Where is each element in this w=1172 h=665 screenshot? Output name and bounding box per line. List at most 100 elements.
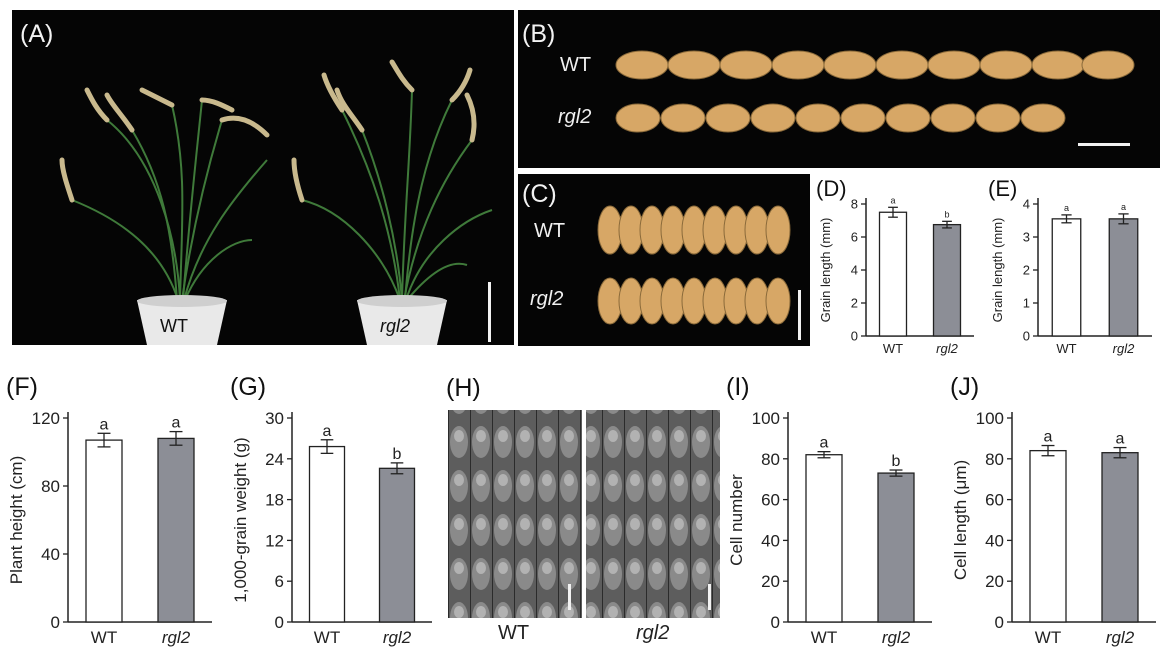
panel-b-row-rgl2: rgl2 xyxy=(558,106,592,128)
significance-letter: a xyxy=(1121,202,1126,212)
y-tick-label: 80 xyxy=(41,477,60,496)
y-tick-label: 24 xyxy=(265,450,284,469)
y-tick-label: 30 xyxy=(265,409,284,428)
y-tick-label: 12 xyxy=(265,531,284,550)
x-tick-label: WT xyxy=(314,628,340,647)
panel-c-grain-photo: (C) WT rgl2 xyxy=(518,174,810,346)
chart-panel-d: (D) 0 2 4 6 8 Grain length (mm) a WT b rgl2 xyxy=(814,174,982,364)
significance-letter: a xyxy=(323,423,332,440)
y-tick-label: 6 xyxy=(851,230,858,245)
chart-panel-f: (F) 0 40 80 120 Plant height (cm) a WT a rgl2 xyxy=(4,370,222,660)
x-tick-label: rgl2 xyxy=(383,628,412,647)
chart-panel-label: (F) xyxy=(6,373,38,401)
y-tick-label: 100 xyxy=(976,409,1004,428)
sem-image-rgl2 xyxy=(586,410,720,618)
y-tick-label: 0 xyxy=(995,613,1004,632)
y-axis-label: Plant height (cm) xyxy=(7,456,26,585)
panel-c-row-rgl2: rgl2 xyxy=(530,288,564,310)
significance-letter: a xyxy=(172,415,181,432)
bar-wt xyxy=(308,445,346,623)
chart-svg-d: (D) 0 2 4 6 8 Grain length (mm) a WT b rgl2 xyxy=(816,176,974,356)
panel-b-label: (B) xyxy=(522,20,556,48)
y-tick-label: 80 xyxy=(761,450,780,469)
y-tick-label: 2 xyxy=(851,296,858,311)
chart-panel-label: (E) xyxy=(988,176,1017,201)
bar-rgl2 xyxy=(932,223,962,337)
bar-wt xyxy=(1051,218,1082,337)
y-tick-label: 40 xyxy=(41,545,60,564)
y-tick-label: 0 xyxy=(851,329,858,344)
grain-row-illustration xyxy=(615,50,1135,146)
y-tick-label: 2 xyxy=(1023,263,1030,278)
chart-panel-label: (G) xyxy=(230,373,266,401)
panel-h: (H) WT rgl2 xyxy=(446,374,722,656)
x-tick-label: WT xyxy=(1035,628,1061,647)
panel-h-label: (H) xyxy=(446,374,481,402)
panel-c-label: (C) xyxy=(522,180,557,208)
panel-a-label: (A) xyxy=(20,20,54,48)
chart-panel-e: (E) 0 1 2 3 4 Grain length (mm) a WT a rgl2 xyxy=(986,174,1160,364)
plant-photo-illustration xyxy=(59,59,493,345)
significance-letter: a xyxy=(1044,429,1053,446)
sem-images xyxy=(448,410,720,618)
significance-letter: a xyxy=(820,435,829,452)
y-axis-label: Cell number xyxy=(727,474,746,566)
bar-rgl2 xyxy=(1101,452,1139,623)
y-tick-label: 80 xyxy=(985,450,1004,469)
y-tick-label: 60 xyxy=(985,491,1004,510)
y-axis-label: Grain length (mm) xyxy=(990,218,1005,323)
significance-letter: a xyxy=(890,195,895,205)
bar-rgl2 xyxy=(877,472,915,623)
chart-panel-j: (J) 0 20 40 60 80 100 Cell length (μm) a WT a rgl2 xyxy=(948,370,1166,660)
significance-letter: b xyxy=(944,209,949,219)
x-tick-label: WT xyxy=(1056,341,1076,356)
y-tick-label: 60 xyxy=(761,491,780,510)
chart-svg-e: (E) 0 1 2 3 4 Grain length (mm) a WT a rgl2 xyxy=(988,176,1152,356)
x-tick-label: rgl2 xyxy=(882,628,911,647)
chart-svg-i: (I) 0 20 40 60 80 100 Cell number a WT b rgl2 xyxy=(726,373,932,647)
bar-rgl2 xyxy=(1108,218,1139,337)
significance-letter: a xyxy=(100,416,109,433)
chart-panel-label: (I) xyxy=(726,373,750,401)
y-axis-label: Cell length (μm) xyxy=(951,460,970,580)
y-tick-label: 4 xyxy=(1023,197,1030,212)
panel-c-row-wt: WT xyxy=(534,220,566,242)
y-tick-label: 18 xyxy=(265,491,284,510)
y-axis-label: Grain length (mm) xyxy=(818,218,833,323)
x-tick-label: rgl2 xyxy=(1113,341,1135,356)
y-tick-label: 8 xyxy=(851,197,858,212)
chart-panel-i: (I) 0 20 40 60 80 100 Cell number a WT b rgl2 xyxy=(724,370,942,660)
bar-wt xyxy=(85,439,123,623)
sem-label-wt: WT xyxy=(498,622,530,644)
y-tick-label: 40 xyxy=(761,531,780,550)
y-tick-label: 0 xyxy=(1023,329,1030,344)
chart-panel-g: (G) 0 6 12 18 24 30 1,000-grain weight (g) a WT b r… xyxy=(228,370,442,660)
x-tick-label: rgl2 xyxy=(936,341,958,356)
pot-label-wt: WT xyxy=(160,316,188,336)
x-tick-label: WT xyxy=(883,341,903,356)
y-axis-label: 1,000-grain weight (g) xyxy=(231,437,250,602)
panel-a-plant-photo: (A) WT rgl2 xyxy=(12,10,514,345)
bar-wt xyxy=(1029,449,1067,623)
y-tick-label: 0 xyxy=(771,613,780,632)
x-tick-label: rgl2 xyxy=(162,628,191,647)
bar-wt xyxy=(878,211,908,337)
chart-panel-label: (D) xyxy=(816,176,847,201)
y-tick-label: 100 xyxy=(752,409,780,428)
y-tick-label: 20 xyxy=(985,572,1004,591)
y-tick-label: 40 xyxy=(985,531,1004,550)
y-tick-label: 1 xyxy=(1023,296,1030,311)
chart-panel-label: (J) xyxy=(950,373,979,401)
x-tick-label: WT xyxy=(811,628,837,647)
sem-label-rgl2: rgl2 xyxy=(636,622,670,644)
x-tick-label: rgl2 xyxy=(1106,628,1135,647)
x-tick-label: WT xyxy=(91,628,117,647)
y-tick-label: 0 xyxy=(275,613,284,632)
bar-rgl2 xyxy=(157,437,195,623)
grain-width-illustration xyxy=(597,205,801,340)
significance-letter: b xyxy=(393,446,402,463)
significance-letter: a xyxy=(1064,203,1069,213)
bar-wt xyxy=(805,454,843,623)
panel-b-grain-photo: (B) WT rgl2 xyxy=(518,10,1160,168)
significance-letter: a xyxy=(1116,431,1125,448)
